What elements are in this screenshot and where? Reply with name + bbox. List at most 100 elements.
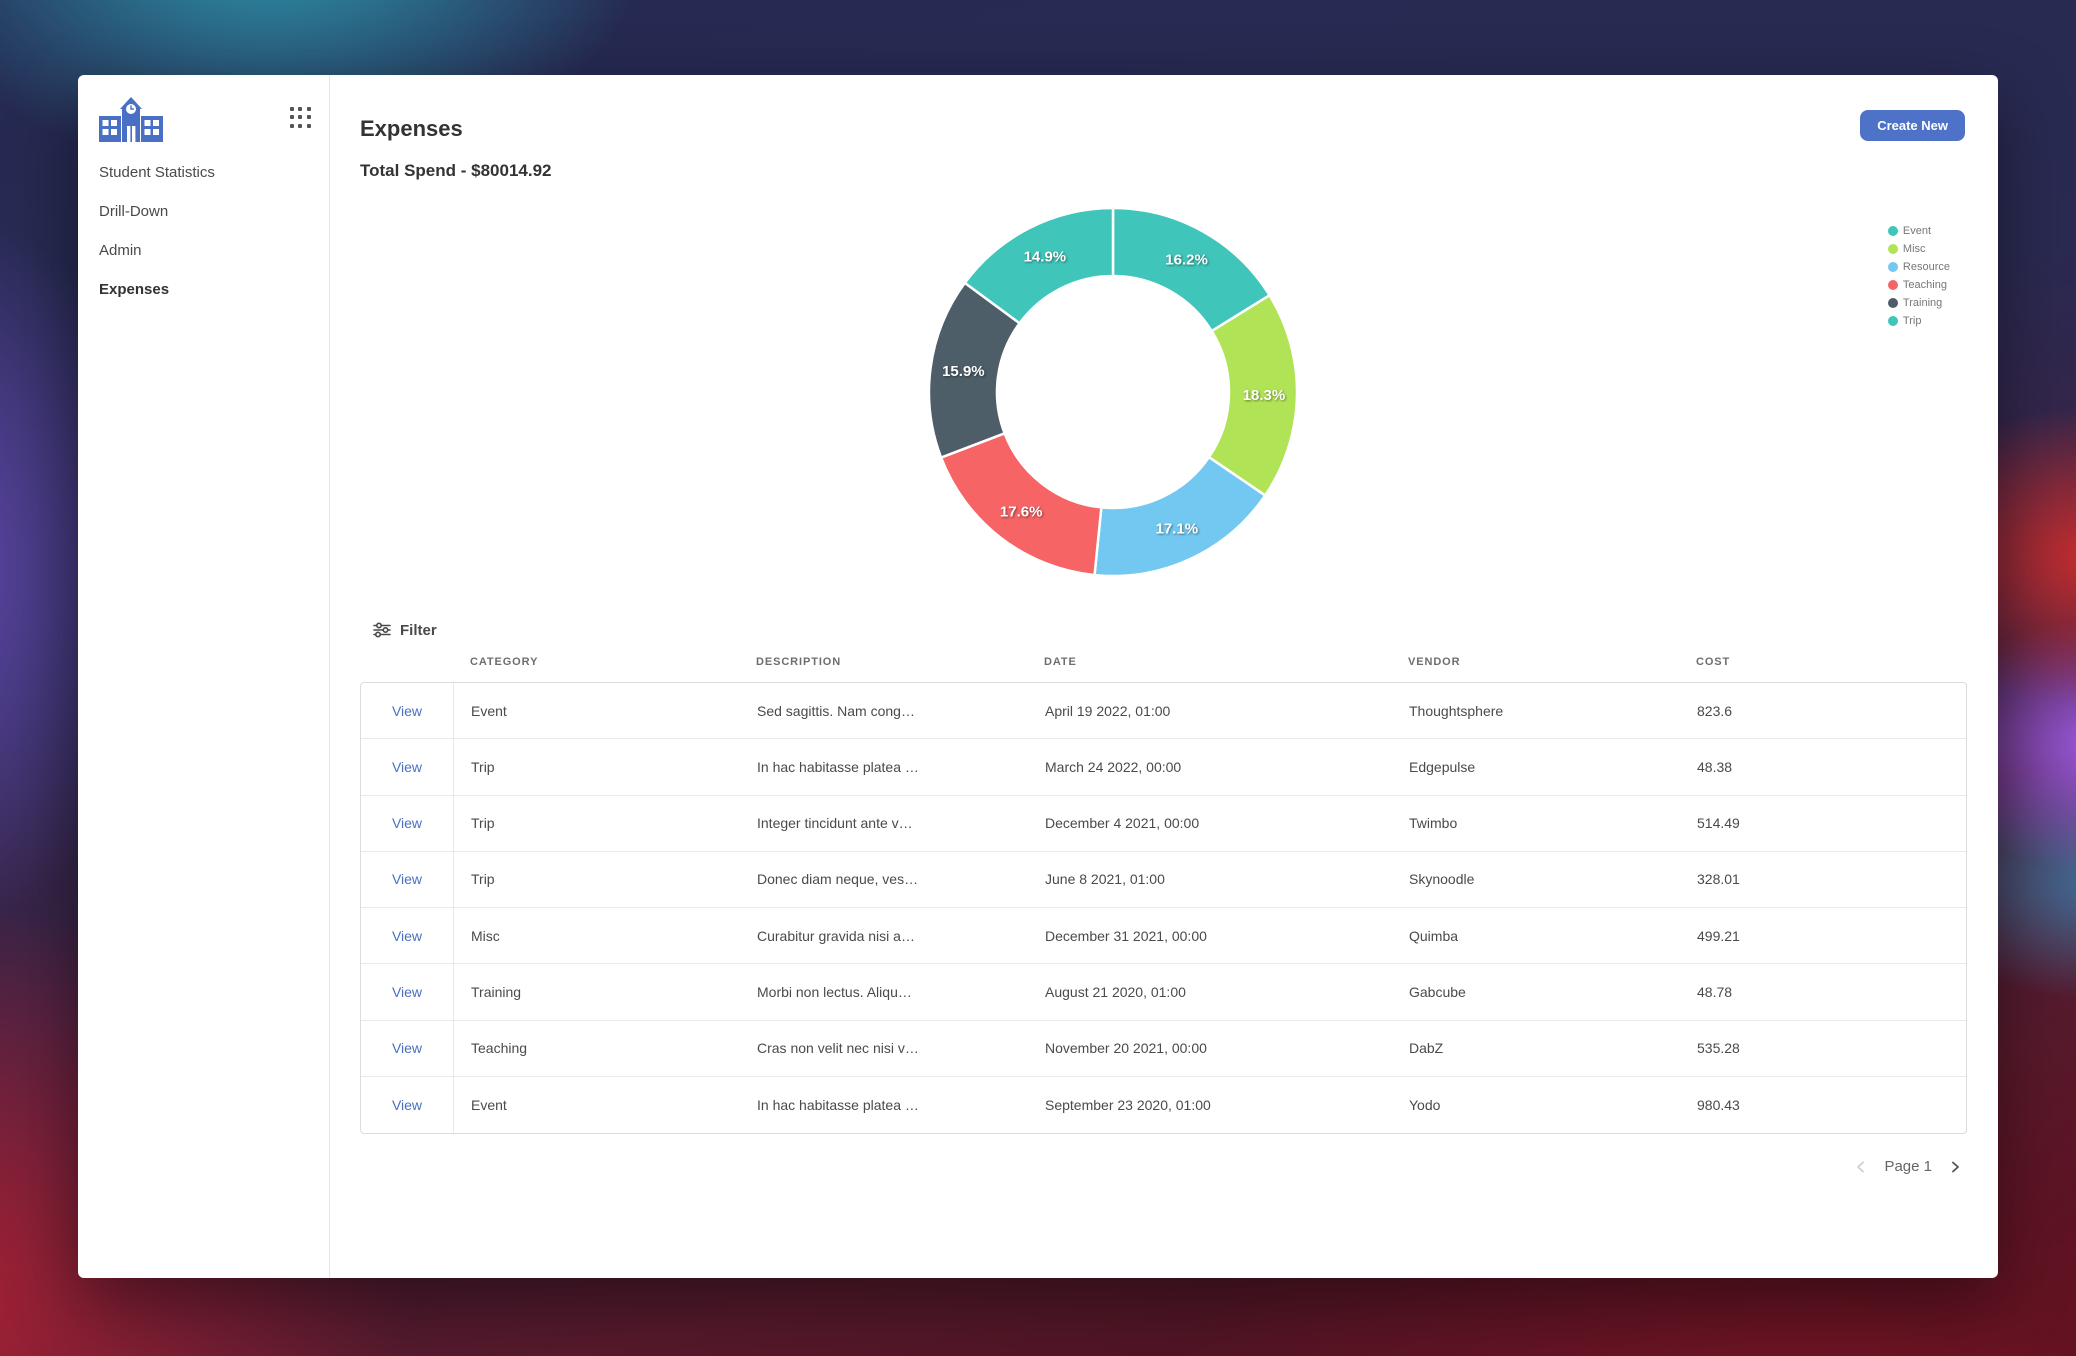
- cell-description: In hac habitasse platea …: [757, 758, 919, 775]
- sliders-icon: [373, 621, 391, 639]
- legend-label: Misc: [1902, 243, 1926, 255]
- cell-date: April 19 2022, 01:00: [1045, 702, 1171, 719]
- table-row: View Trip Integer tincidunt ante v… Dece…: [361, 795, 1966, 852]
- donut-percent-label: 18.3%: [1243, 387, 1286, 404]
- cell-date: March 24 2022, 00:00: [1045, 758, 1182, 775]
- cell-category: Trip: [471, 758, 495, 775]
- app-menu-icon[interactable]: [290, 107, 312, 129]
- next-page-icon[interactable]: [1948, 1160, 1962, 1174]
- legend-swatch-icon: [1887, 262, 1898, 272]
- legend-swatch-icon: [1887, 280, 1898, 290]
- legend-item-teaching[interactable]: Teaching: [1887, 276, 1950, 294]
- cell-cost: 514.49: [1697, 815, 1740, 832]
- donut-percent-label: 17.6%: [1000, 503, 1043, 520]
- table-row: View Misc Curabitur gravida nisi a… Dece…: [361, 908, 1966, 965]
- legend-label: Teaching: [1902, 279, 1947, 291]
- legend-swatch-icon: [1887, 226, 1898, 236]
- sidebar-item-admin[interactable]: Admin: [99, 242, 142, 259]
- cell-category: Misc: [471, 927, 500, 944]
- cell-description: Donec diam neque, ves…: [757, 871, 919, 888]
- sidebar-item-student-statistics[interactable]: Student Statistics: [99, 164, 215, 181]
- table-row: View Event In hac habitasse platea … Sep…: [361, 1076, 1966, 1133]
- cell-cost: 535.28: [1697, 1040, 1740, 1057]
- table-row: View Trip Donec diam neque, ves… June 8 …: [361, 851, 1966, 908]
- cell-category: Teaching: [471, 1040, 528, 1057]
- cell-vendor: Yodo: [1409, 1096, 1441, 1113]
- chart-legend: Event Misc Resource Teaching Training Tr…: [1887, 222, 1950, 330]
- cell-vendor: Quimba: [1409, 927, 1459, 944]
- view-link[interactable]: View: [391, 758, 423, 775]
- column-header-actions: [360, 656, 453, 668]
- donut-percent-label: 17.1%: [1156, 520, 1199, 537]
- view-link[interactable]: View: [391, 1096, 423, 1113]
- donut-percent-label: 16.2%: [1165, 252, 1208, 269]
- cell-date: August 21 2020, 01:00: [1045, 983, 1186, 1000]
- cell-category: Event: [471, 1096, 507, 1113]
- column-header-date: DATE: [1044, 656, 1077, 668]
- cell-cost: 48.38: [1697, 758, 1733, 775]
- legend-item-resource[interactable]: Resource: [1887, 258, 1950, 276]
- cell-date: September 23 2020, 01:00: [1045, 1096, 1211, 1113]
- school-logo-icon[interactable]: [99, 96, 163, 147]
- cell-date: December 4 2021, 00:00: [1045, 815, 1200, 832]
- legend-label: Resource: [1902, 261, 1950, 273]
- cell-description: Cras non velit nec nisi v…: [757, 1040, 919, 1057]
- main-content: Expenses Total Spend - $80014.92 Create …: [330, 75, 1998, 1278]
- cell-date: November 20 2021, 00:00: [1045, 1040, 1207, 1057]
- total-spend-label: Total Spend - $80014.92: [360, 161, 552, 180]
- table-row: View Event Sed sagittis. Nam cong… April…: [361, 683, 1966, 740]
- donut-percent-label: 15.9%: [942, 363, 985, 380]
- cell-category: Event: [471, 702, 507, 719]
- filter-button[interactable]: Filter: [373, 621, 437, 639]
- sidebar-item-expenses[interactable]: Expenses: [99, 281, 170, 298]
- cell-cost: 980.43: [1697, 1096, 1740, 1113]
- legend-item-misc[interactable]: Misc: [1887, 240, 1950, 258]
- pagination: Page 1: [1854, 1158, 1962, 1175]
- donut-percent-label: 14.9%: [1024, 249, 1067, 266]
- column-header-category: CATEGORY: [470, 656, 539, 668]
- cell-vendor: Gabcube: [1409, 983, 1466, 1000]
- legend-label: Event: [1902, 225, 1932, 237]
- sidebar-item-drill-down[interactable]: Drill-Down: [99, 203, 169, 220]
- cell-description: Curabitur gravida nisi a…: [757, 927, 915, 944]
- cell-description: Integer tincidunt ante v…: [757, 815, 913, 832]
- cell-cost: 499.21: [1697, 927, 1740, 944]
- legend-item-training[interactable]: Training: [1887, 294, 1950, 312]
- legend-swatch-icon: [1887, 244, 1898, 254]
- legend-item-trip[interactable]: Trip: [1887, 312, 1950, 330]
- table-header-row: CATEGORY DESCRIPTION DATE VENDOR COST: [360, 656, 1967, 668]
- view-link[interactable]: View: [391, 815, 423, 832]
- sidebar-nav: Student Statistics Drill-Down Admin Expe…: [99, 165, 319, 321]
- legend-swatch-icon: [1887, 298, 1898, 308]
- cell-description: Sed sagittis. Nam cong…: [757, 702, 915, 719]
- expenses-table: View Event Sed sagittis. Nam cong… April…: [360, 682, 1967, 1134]
- view-link[interactable]: View: [391, 1040, 423, 1057]
- legend-label: Training: [1902, 297, 1943, 309]
- legend-swatch-icon: [1887, 316, 1898, 326]
- view-link[interactable]: View: [391, 702, 423, 719]
- view-link[interactable]: View: [391, 927, 423, 944]
- cell-date: December 31 2021, 00:00: [1045, 927, 1207, 944]
- legend-item-event[interactable]: Event: [1887, 222, 1950, 240]
- column-header-cost: COST: [1696, 656, 1731, 668]
- prev-page-icon[interactable]: [1854, 1160, 1868, 1174]
- cell-category: Training: [471, 983, 522, 1000]
- cell-cost: 823.6: [1697, 702, 1733, 719]
- cell-vendor: Edgepulse: [1409, 758, 1476, 775]
- cell-cost: 328.01: [1697, 871, 1740, 888]
- view-link[interactable]: View: [391, 983, 423, 1000]
- view-link[interactable]: View: [391, 871, 423, 888]
- page-title: Expenses: [360, 116, 463, 141]
- cell-description: In hac habitasse platea …: [757, 1096, 919, 1113]
- cell-vendor: Skynoodle: [1409, 871, 1475, 888]
- cell-category: Trip: [471, 815, 495, 832]
- cell-cost: 48.78: [1697, 983, 1733, 1000]
- table-row: View Teaching Cras non velit nec nisi v……: [361, 1020, 1966, 1077]
- cell-vendor: Twimbo: [1409, 815, 1458, 832]
- expenses-donut-chart: 16.2% 18.3% 17.1% 17.6% 15.9% 14.9%: [926, 205, 1300, 579]
- table-row: View Trip In hac habitasse platea … Marc…: [361, 739, 1966, 796]
- donut-segment-trip[interactable]: [963, 206, 1115, 325]
- legend-label: Trip: [1902, 315, 1922, 327]
- create-new-button[interactable]: Create New: [1860, 110, 1965, 141]
- filter-label: Filter: [400, 621, 437, 639]
